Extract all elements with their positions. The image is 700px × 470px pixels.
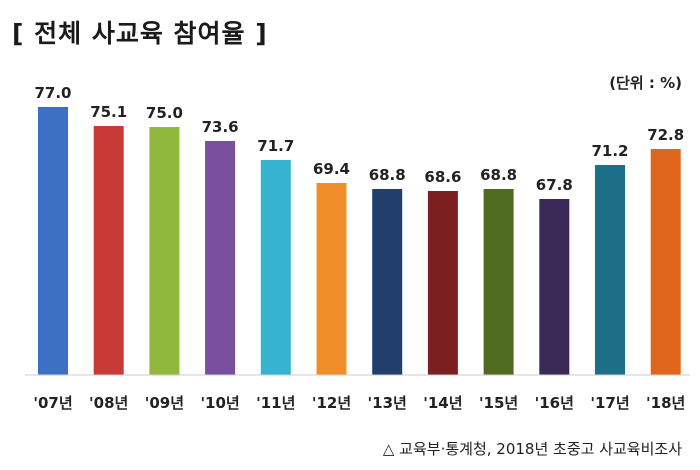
category-label-6: '13년 xyxy=(368,394,407,412)
value-label-8: 68.8 xyxy=(480,166,517,184)
bar-11 xyxy=(650,149,681,375)
category-label-7: '14년 xyxy=(423,394,462,412)
value-label-0: 77.0 xyxy=(34,84,71,102)
unit-label: (단위 : %) xyxy=(609,74,682,92)
value-label-3: 73.6 xyxy=(202,118,239,136)
value-label-9: 67.8 xyxy=(536,176,573,194)
category-label-1: '08년 xyxy=(89,394,128,412)
value-label-11: 72.8 xyxy=(647,126,684,144)
category-label-10: '17년 xyxy=(590,394,629,412)
value-label-2: 75.0 xyxy=(146,104,183,122)
bar-8 xyxy=(483,189,514,375)
bar-10 xyxy=(595,165,625,375)
category-label-3: '10년 xyxy=(200,394,239,412)
value-label-7: 68.6 xyxy=(424,168,461,186)
value-label-1: 75.1 xyxy=(90,103,127,121)
category-label-2: '09년 xyxy=(145,394,184,412)
bar-6 xyxy=(372,189,403,375)
bar-9 xyxy=(539,199,570,375)
category-label-8: '15년 xyxy=(479,394,518,412)
category-label-4: '11년 xyxy=(256,394,295,412)
bar-1 xyxy=(93,126,124,375)
bar-0 xyxy=(38,107,68,375)
bar-4 xyxy=(260,160,291,375)
value-label-4: 71.7 xyxy=(257,137,294,155)
value-label-10: 71.2 xyxy=(591,142,628,160)
bar-3 xyxy=(205,141,236,375)
category-label-5: '12년 xyxy=(312,394,351,412)
chart-title: [ 전체 사교육 참여율 ] xyxy=(12,19,268,48)
source-note: △ 교육부·통계청, 2018년 초중고 사교육비조사 xyxy=(382,440,682,458)
bar-7 xyxy=(427,191,458,375)
category-label-11: '18년 xyxy=(646,394,685,412)
bar-2 xyxy=(149,127,180,375)
value-label-5: 69.4 xyxy=(313,160,350,178)
category-label-9: '16년 xyxy=(535,394,574,412)
value-label-6: 68.8 xyxy=(369,166,406,184)
bar-5 xyxy=(316,183,347,375)
category-label-0: '07년 xyxy=(33,394,72,412)
